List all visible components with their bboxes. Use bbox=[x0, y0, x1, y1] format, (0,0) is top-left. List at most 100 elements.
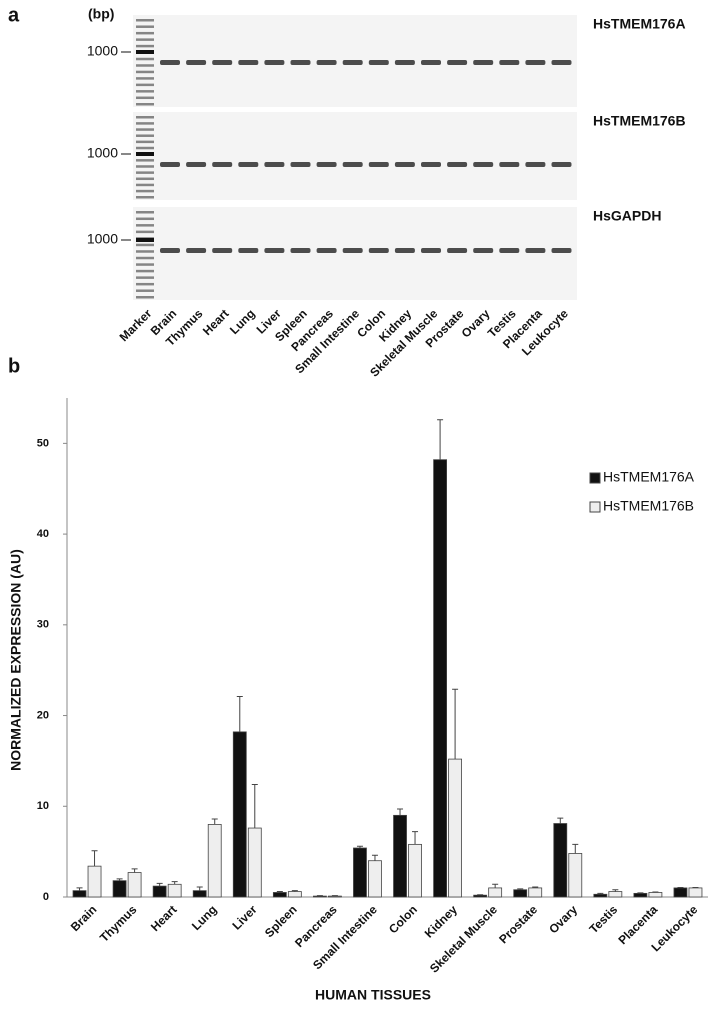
size-label: 1000 bbox=[87, 43, 118, 59]
bar bbox=[87, 865, 102, 898]
marker-band bbox=[136, 70, 154, 74]
bar bbox=[167, 883, 182, 898]
unit-label: (bp) bbox=[88, 6, 114, 22]
bar bbox=[112, 880, 127, 898]
marker-band bbox=[136, 238, 154, 242]
gel-band bbox=[473, 60, 494, 65]
marker-band bbox=[136, 38, 154, 41]
marker-band bbox=[136, 289, 154, 292]
marker-band bbox=[136, 282, 154, 286]
error-bar bbox=[211, 818, 218, 825]
marker-band bbox=[136, 269, 154, 273]
marker-band bbox=[136, 128, 154, 131]
bar bbox=[393, 814, 407, 898]
gel-band bbox=[368, 162, 389, 167]
error-bar bbox=[156, 882, 163, 887]
gel-band bbox=[316, 60, 337, 65]
size-label: 1000 bbox=[87, 145, 118, 161]
marker-band bbox=[136, 146, 154, 150]
error-bar bbox=[517, 888, 524, 890]
gel-band bbox=[160, 248, 180, 253]
gel-band bbox=[238, 60, 259, 65]
bar bbox=[633, 892, 648, 898]
y-tick-label: 10 bbox=[37, 800, 49, 812]
error-bar bbox=[196, 886, 203, 891]
gel-band bbox=[447, 60, 468, 65]
gel-band bbox=[421, 60, 441, 65]
gel-band bbox=[186, 60, 207, 65]
marker-band bbox=[136, 243, 154, 247]
x-tick-label: Heart bbox=[148, 902, 180, 934]
gel-band bbox=[525, 248, 546, 253]
gel-band bbox=[447, 248, 468, 253]
marker-band bbox=[136, 165, 154, 168]
error-bar bbox=[116, 878, 123, 881]
gel-band bbox=[525, 60, 546, 65]
gel-band bbox=[160, 162, 180, 167]
marker-band bbox=[136, 116, 154, 119]
bar bbox=[247, 827, 262, 898]
gel-band bbox=[551, 162, 572, 167]
gel-band bbox=[499, 162, 520, 167]
error-bar bbox=[251, 783, 258, 829]
legend-label: HsTMEM176A bbox=[603, 469, 695, 485]
gel-band bbox=[551, 60, 572, 65]
bar bbox=[648, 892, 663, 898]
marker-band bbox=[136, 96, 154, 100]
gel-band bbox=[342, 162, 363, 167]
gel-band bbox=[238, 162, 259, 167]
marker-band bbox=[136, 77, 154, 80]
marker-band bbox=[136, 276, 154, 279]
y-tick-label: 40 bbox=[37, 528, 49, 540]
error-bar bbox=[557, 817, 564, 824]
marker-band bbox=[136, 103, 154, 106]
gel-band bbox=[421, 162, 441, 167]
gel-band bbox=[264, 60, 285, 65]
gel-band bbox=[160, 60, 180, 65]
lane-label: Ovary bbox=[459, 306, 493, 340]
size-label: 1000 bbox=[87, 231, 118, 247]
x-tick-label: Prostate bbox=[496, 902, 540, 946]
gel-band bbox=[342, 60, 363, 65]
marker-band bbox=[136, 177, 154, 181]
error-bar bbox=[437, 419, 444, 460]
bar bbox=[207, 824, 222, 898]
lane-label: Heart bbox=[200, 306, 232, 338]
y-tick-label: 50 bbox=[37, 437, 49, 449]
bar bbox=[313, 895, 327, 898]
marker-band bbox=[136, 31, 154, 35]
y-tick-label: 30 bbox=[37, 619, 49, 631]
bar bbox=[272, 892, 287, 898]
error-bar bbox=[597, 892, 604, 895]
y-tick-label: 20 bbox=[37, 709, 49, 721]
bar bbox=[152, 885, 167, 898]
marker-band bbox=[136, 159, 154, 162]
bar bbox=[448, 758, 462, 898]
bar bbox=[192, 890, 207, 898]
bar bbox=[328, 895, 342, 898]
marker-band bbox=[136, 263, 154, 266]
bar bbox=[127, 872, 142, 898]
error-bar bbox=[371, 854, 378, 861]
marker-band bbox=[136, 50, 154, 54]
marker-band bbox=[136, 183, 154, 187]
gel-band bbox=[368, 248, 389, 253]
gene-label: HsTMEM176A bbox=[593, 16, 686, 32]
gel-band bbox=[342, 248, 363, 253]
marker-band bbox=[136, 250, 154, 253]
marker-band bbox=[136, 122, 154, 125]
gel-band bbox=[212, 248, 233, 253]
marker-band bbox=[136, 224, 154, 227]
x-tick-label: Testis bbox=[586, 902, 620, 936]
x-tick-label: Thymus bbox=[97, 902, 140, 945]
error-bar bbox=[356, 845, 363, 849]
marker-band bbox=[136, 140, 154, 144]
marker-band bbox=[136, 64, 154, 67]
gel-band bbox=[368, 60, 389, 65]
gel-band bbox=[499, 60, 520, 65]
y-tick-label: 0 bbox=[43, 891, 49, 903]
bar bbox=[433, 459, 447, 898]
gel-band bbox=[238, 248, 259, 253]
error-bar bbox=[612, 889, 619, 892]
legend-label: HsTMEM176B bbox=[603, 498, 694, 514]
